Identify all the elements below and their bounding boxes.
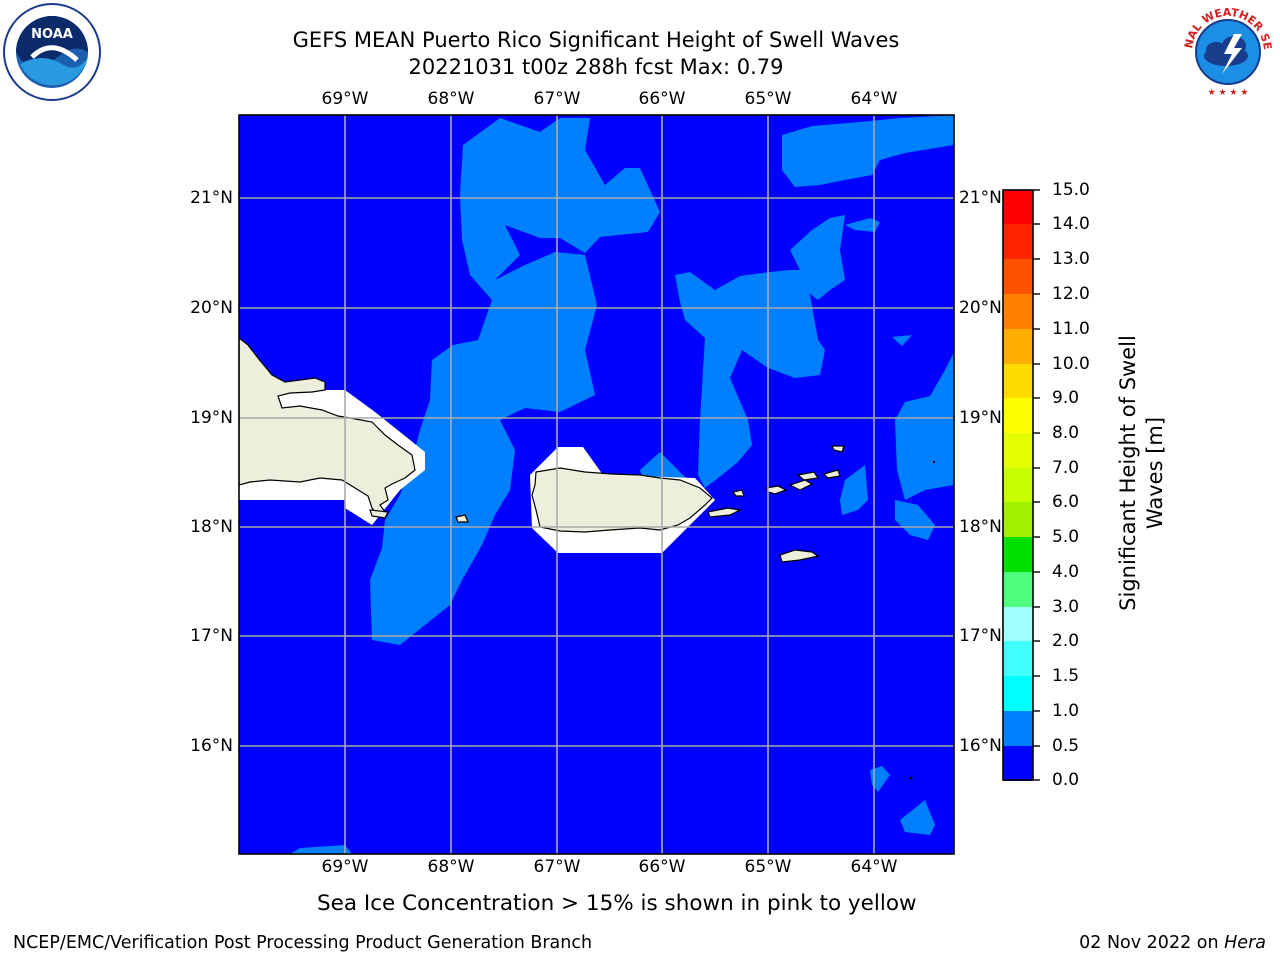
lat-label-left: 18°N: [190, 517, 233, 537]
lon-label-bottom: 68°W: [427, 857, 475, 877]
colorbar-tick: 1.0: [1052, 701, 1080, 721]
land-virgin-gorda: [822, 469, 841, 479]
lon-label-top: 69°W: [321, 89, 369, 109]
swell-band-small1: [845, 218, 880, 232]
colorbar-tick: 10.0: [1052, 354, 1090, 374]
chart-subtitle: 20221031 t00z 288h fcst Max: 0.79: [408, 55, 784, 79]
land-hispaniola: [239, 337, 416, 516]
footer-left: NCEP/EMC/Verification Post Processing Pr…: [13, 933, 593, 953]
lon-label-top: 68°W: [427, 89, 475, 109]
nws-logo: NATIONAL WEATHER SERVICE ★ ★ ★ ★: [1175, 0, 1276, 100]
colorbar-tick: 7.0: [1052, 458, 1080, 478]
land-puerto-rico: [531, 467, 713, 533]
lat-label-right: 18°N: [959, 517, 1002, 537]
chart-title: GEFS MEAN Puerto Rico Significant Height…: [292, 28, 900, 52]
lat-label-left: 16°N: [190, 736, 233, 756]
land-hispaniola-islet: [369, 509, 389, 519]
colorbar-tick: 4.0: [1052, 562, 1080, 582]
lat-label-right: 21°N: [959, 188, 1002, 208]
colorbar-tick: 6.0: [1052, 492, 1080, 512]
colorbar-tick: 2.0: [1052, 631, 1080, 651]
noaa-logo: NOAA: [2, 2, 102, 102]
swell-band-ne2: [790, 215, 845, 300]
lon-label-bottom: 64°W: [850, 857, 898, 877]
colorbar-tick: 5.0: [1052, 527, 1080, 547]
lon-label-top: 67°W: [533, 89, 581, 109]
lon-label-bottom: 67°W: [533, 857, 581, 877]
colorbar-tick: 12.0: [1052, 284, 1090, 304]
lat-label-right: 20°N: [959, 298, 1002, 318]
svg-text:★ ★ ★ ★: ★ ★ ★ ★: [1208, 88, 1249, 98]
colorbar-tick: 0.0: [1052, 770, 1080, 790]
graticule: [239, 115, 954, 854]
lon-label-bottom: 69°W: [321, 857, 369, 877]
land-anegada: [831, 445, 845, 453]
swell-band-se1: [870, 766, 890, 792]
colorbar-label-line1: Significant Height of Swell: [1116, 335, 1140, 611]
noaa-logo-text: NOAA: [31, 27, 73, 42]
lon-label-top: 64°W: [850, 89, 898, 109]
lon-label-top: 65°W: [744, 89, 792, 109]
land-culebra: [731, 489, 745, 497]
swell-band-east4: [895, 500, 935, 540]
lat-label-left: 19°N: [190, 408, 233, 428]
lat-label-right: 17°N: [959, 626, 1002, 646]
land-islet-se: [909, 776, 913, 780]
colorbar-tick: 9.0: [1052, 388, 1080, 408]
lat-label-left: 21°N: [190, 188, 233, 208]
colorbar-label-line2: Waves [m]: [1143, 416, 1167, 530]
colorbar-tick: 8.0: [1052, 423, 1080, 443]
colorbar-tick: 1.5: [1052, 666, 1080, 686]
ice-caption: Sea Ice Concentration > 15% is shown in …: [317, 891, 917, 916]
lat-label-left: 20°N: [190, 298, 233, 318]
swell-band-east3: [840, 465, 868, 515]
colorbar-tick: 3.0: [1052, 597, 1080, 617]
colorbar-tick: 14.0: [1052, 214, 1090, 234]
lat-label-left: 17°N: [190, 626, 233, 646]
footer-host: Hera: [1224, 933, 1266, 953]
swell-band-northeast: [782, 115, 954, 187]
colorbar-tick: 0.5: [1052, 736, 1080, 756]
lat-label-right: 16°N: [959, 736, 1002, 756]
colorbar-tick: 11.0: [1052, 319, 1090, 339]
land-vieques: [707, 507, 742, 518]
colorbar-overlay: [1004, 185, 1033, 785]
lat-label-right: 19°N: [959, 408, 1002, 428]
land-mona: [455, 514, 469, 523]
swell-band-central: [370, 118, 660, 645]
map-field: [239, 115, 954, 854]
colorbar-tick: 13.0: [1052, 249, 1090, 269]
swell-band-east2: [895, 352, 954, 500]
land-st-croix: [779, 549, 820, 563]
land-st-john: [788, 479, 814, 491]
lon-label-bottom: 66°W: [638, 857, 686, 877]
footer-date: 02 Nov 2022 on: [1079, 933, 1225, 953]
swell-band-se2: [900, 800, 935, 835]
land-islet-east: [932, 460, 936, 464]
swell-band-bottom: [290, 845, 352, 854]
footer-right: 02 Nov 2022 on Hera: [1079, 933, 1266, 953]
lon-label-top: 66°W: [638, 89, 686, 109]
swell-band-small2: [892, 335, 912, 346]
lon-label-bottom: 65°W: [744, 857, 792, 877]
swell-band-east: [675, 270, 825, 488]
colorbar-tick: 15.0: [1052, 180, 1090, 200]
land-tortola: [796, 471, 820, 481]
colorbar: [1002, 189, 1040, 781]
map-frame: [238, 114, 955, 855]
